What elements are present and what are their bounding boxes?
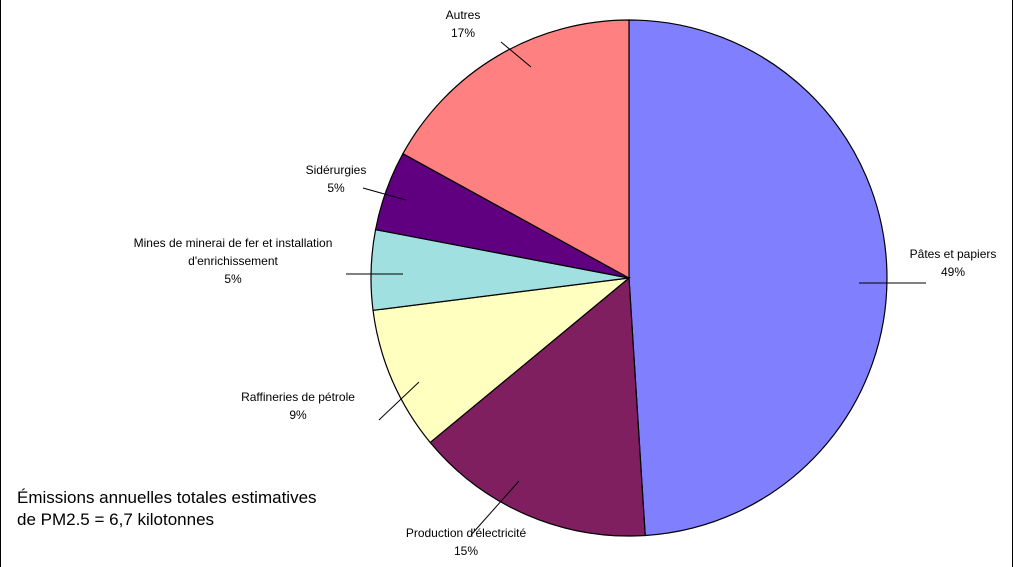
slice-label-1: Production d'électricité 15% (406, 526, 527, 558)
slice-percent-1: 15% (454, 544, 478, 558)
slice-name-4: Sidérurgies (306, 163, 367, 177)
slice-name-1: Production d'électricité (406, 526, 527, 540)
total-emissions-line-1: Émissions annuelles totales estimatives (17, 488, 317, 507)
pie-slice-5 (402, 19, 630, 280)
slice-labels: Pâtes et papiers 49% Production d'électric… (134, 8, 997, 558)
slice-label-0: Pâtes et papiers 49% (910, 247, 997, 279)
leader-line-4 (362, 187, 407, 201)
total-emissions-note: Émissions annuelles totales estimatives … (17, 487, 317, 531)
leader-lines (346, 41, 926, 536)
total-emissions-line-2: de PM2.5 = 6,7 kilotonnes (17, 510, 215, 529)
slice-percent-2: 9% (289, 408, 307, 422)
slice-label-3: Mines de minerai de fer et installation d… (134, 236, 333, 286)
slice-name-3: d'enrichissement (188, 254, 278, 268)
slice-name-2: Raffineries de pétrole (241, 390, 355, 404)
leader-line-2 (378, 381, 420, 421)
slice-name-5: Autres (446, 8, 481, 22)
pie-slices (370, 19, 888, 537)
slice-percent-3: 5% (224, 272, 242, 286)
pie-slice-1 (429, 276, 646, 537)
pie-slice-2 (372, 277, 631, 444)
leader-line-5 (500, 41, 532, 68)
slice-name-3: Mines de minerai de fer et installation (134, 236, 333, 250)
slice-percent-0: 49% (941, 265, 965, 279)
leader-line-1 (470, 480, 520, 536)
slice-label-2: Raffineries de pétrole 9% (241, 390, 355, 422)
slice-label-4: Sidérurgies 5% (306, 163, 367, 195)
slice-percent-4: 5% (327, 181, 345, 195)
slice-name-0: Pâtes et papiers (910, 247, 997, 261)
pie-slice-0 (628, 19, 888, 537)
slice-percent-5: 17% (451, 26, 475, 40)
slice-label-5: Autres 17% (446, 8, 481, 40)
